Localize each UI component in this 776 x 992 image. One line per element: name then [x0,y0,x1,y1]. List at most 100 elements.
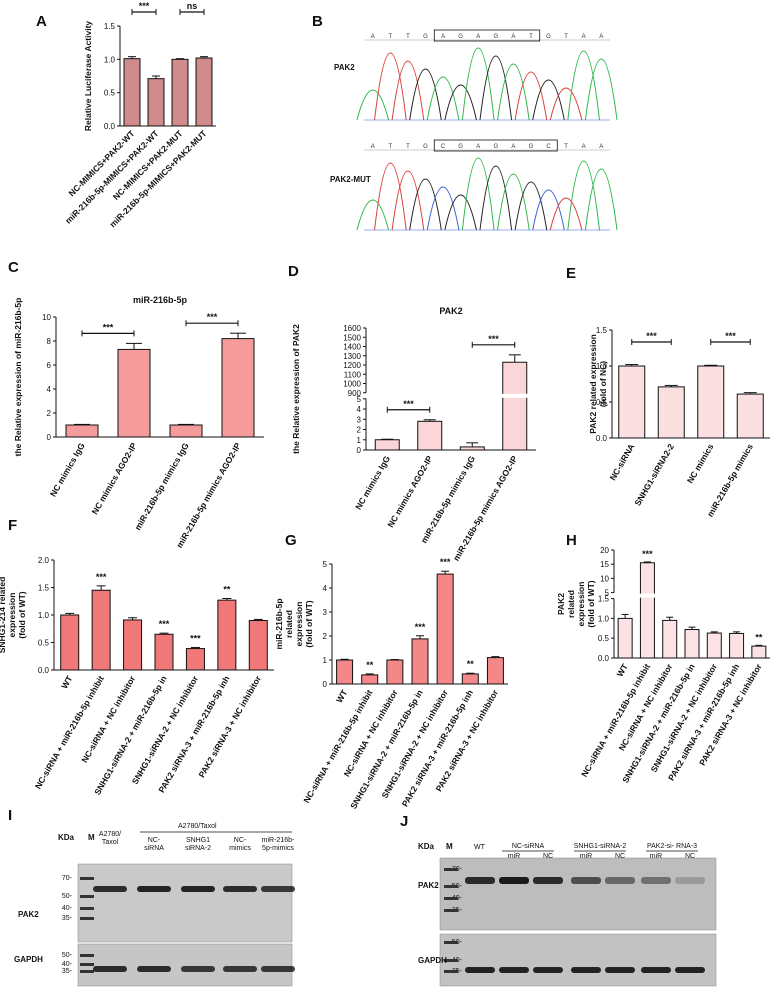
chart-d-tick-label: 1200 [343,361,361,370]
blot-i-marker-label: 35- [62,915,73,922]
chart-h-tick-label: 15 [600,560,609,569]
blot-i-lane-header: siRNA-2 [185,845,211,852]
chart-h-ylabel-line: related [566,590,576,618]
chart-h-bar [706,632,722,659]
chromatogram-peak [479,165,513,231]
sequence-base: A [371,144,375,150]
chart-f-tick-label: 2.0 [38,556,50,565]
chart-c-tick-label: 2 [47,409,52,418]
blot-j-group-header: SNHG1-siRNA-2 [574,843,627,850]
sequence-base: T [564,34,568,40]
sequence-base: C [546,144,551,150]
chromatogram-peak [549,197,583,231]
sequence-base: G [493,34,498,40]
chart-a-ylabel-line: Relative Luciferase Activity [83,21,93,132]
blot-i-gapdh-band [181,966,215,972]
chart-a-tick-label: 0.5 [104,89,116,98]
chart-d-ylabel-line: the Relative expression of PAK2 [291,324,301,454]
chart-c-bar [117,348,151,438]
blot-i-pak2-band [181,886,215,892]
chart-c-bar [169,424,203,438]
blot-i-lane-header: 5p-mimics [262,845,294,852]
blot-i-marker-lane-label: M [88,833,95,842]
chart-f-tick-label: 1.5 [38,584,50,593]
blot-j-wt-label: WT [474,844,486,851]
chromatogram-peak [409,178,442,231]
sequence-base: A [599,34,603,40]
chart-g-category-label: WT [334,687,350,704]
panel-j-western-blot: KDa M WT NC-siRNA SNHG1-siRNA-2 PAK2-si- R… [418,842,717,987]
chart-f-significance-star: ** [223,585,231,595]
chart-g-bar [361,674,379,685]
chart-e-category-label: NC mimics [685,442,716,485]
chromatogram-peak [356,89,390,121]
blot-j-kda-label: KDa [418,842,435,851]
chart-g-tick-label: 5 [323,560,328,569]
chart-d-significance-label: *** [488,334,499,344]
chart-c-bar [221,338,255,438]
sequence-base: A [371,34,375,40]
blot-i-gapdh-band [137,966,171,972]
chart-d-tick-label: 2 [357,426,362,435]
chart-h-ylabel-line: (fold of WT) [586,580,596,627]
chart-g-tick-label: 4 [323,584,328,593]
blot-j-gapdh-band [675,967,705,973]
chart-g-bar [461,673,479,685]
chart-c-category-label: NC mimics IgG [48,441,87,499]
blot-j-sub-label: miR [650,853,662,860]
blot-j-pak2-band [605,877,635,884]
blot-j-gapdh-band [605,967,635,973]
chart-h-tick-label: 20 [600,546,609,555]
chart-e-significance-label: *** [646,331,657,341]
chart-f: 0.0 0.5 1.0 1.5 2.0 SNHG1-214 relatedexpressi… [0,556,274,797]
panel-letter-f: F [8,517,17,534]
sequence-base: C [441,144,446,150]
chart-g-significance-star: ** [366,660,374,670]
blot-j-pak2-band [533,877,563,884]
chart-e-tick-label: 1.5 [596,326,608,335]
chromatogram-peak [444,194,477,231]
panel-letter-e: E [566,265,576,282]
chromatogram-peak [356,199,390,231]
sequence-base: T [406,144,410,150]
blot-i-lane-header: A2780/ [99,831,121,838]
chart-a-tick-label: 1.0 [104,55,116,64]
chart-c-tick-label: 6 [47,361,52,370]
blot-i-ladder-band [80,963,94,966]
panel-letter-d: D [288,263,299,280]
chart-g-significance-star: ** [467,659,475,669]
chart-h-bar [617,617,633,659]
chart-h-significance-star: *** [642,549,653,559]
sequence-base: T [389,34,393,40]
chromatogram-peak [461,157,495,231]
chromatogram-peak [391,170,425,231]
chart-a-bar [195,57,213,127]
blot-j-gapdh-band [499,967,529,973]
chromatogram-peak [374,52,407,121]
blot-i-pak2-band [93,886,127,892]
blot-i-pak2-band [261,886,295,892]
chart-d-tick-label: 3 [357,415,362,424]
blot-i-marker-label: 50- [62,952,73,959]
sequence-base: T [406,34,410,40]
chart-h-ylabel-line: expression [576,582,586,627]
chart-g: 0 1 2 3 4 5 miR-216b-5p related expression (fold … [274,557,508,811]
blot-i-gapdh-band [261,966,295,972]
chart-c: 0 2 4 6 8 10 the Relative expression of miR-21… [13,295,264,550]
chart-d-category-label: NC mimics IgG [353,454,392,512]
chart-e-category-label: NC-siRNA [608,442,637,482]
chart-c-bar [65,424,99,438]
blot-j-ladder-band [444,941,458,944]
blot-i-gapdh-band [93,966,127,972]
chart-c-significance-label: *** [103,322,114,332]
chart-d-bar [417,420,443,451]
blot-j-gapdh-membrane [439,933,717,987]
panel-letter-h: H [566,532,577,549]
blot-j-row-label-gapdh: GAPDH [418,956,447,965]
chart-h-tick-label: 0.0 [598,654,610,663]
blot-j-ladder-band [444,909,458,912]
chart-d-bar [502,361,528,451]
chart-a-bar [147,78,165,127]
